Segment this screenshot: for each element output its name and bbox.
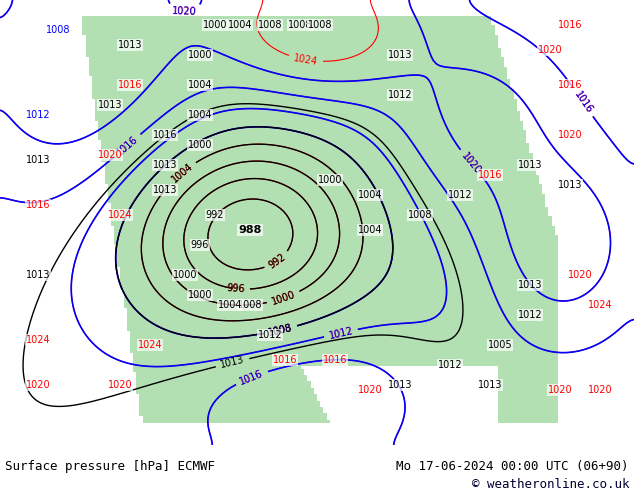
Text: 1013: 1013 xyxy=(518,160,542,170)
Text: 1013: 1013 xyxy=(153,160,178,170)
Text: 1016: 1016 xyxy=(558,80,582,90)
Text: 1012: 1012 xyxy=(26,110,50,120)
Text: 1004: 1004 xyxy=(188,110,212,120)
Text: 1016: 1016 xyxy=(572,89,594,115)
Text: 1008: 1008 xyxy=(288,20,313,30)
Text: 1013: 1013 xyxy=(478,380,502,390)
Text: 1020: 1020 xyxy=(460,150,483,176)
Text: 1005: 1005 xyxy=(488,340,512,350)
Text: 1012: 1012 xyxy=(328,325,354,341)
Text: 1013: 1013 xyxy=(26,270,50,280)
Text: 1000: 1000 xyxy=(188,290,212,300)
Text: 1008: 1008 xyxy=(268,322,294,338)
Text: 1013: 1013 xyxy=(26,155,50,165)
Text: 1024: 1024 xyxy=(293,53,319,67)
Text: 1020: 1020 xyxy=(588,385,612,395)
Text: 1020: 1020 xyxy=(567,270,592,280)
Text: 1020: 1020 xyxy=(98,150,122,160)
Text: 1013: 1013 xyxy=(118,40,142,50)
Text: 1020: 1020 xyxy=(108,380,133,390)
Text: 1008: 1008 xyxy=(307,20,332,30)
Text: 1000: 1000 xyxy=(188,140,212,150)
Text: 1013: 1013 xyxy=(98,100,122,110)
Text: 1000: 1000 xyxy=(318,175,342,185)
Text: 1013: 1013 xyxy=(388,50,412,60)
Text: 1000: 1000 xyxy=(172,270,197,280)
Text: 1013: 1013 xyxy=(518,280,542,290)
Text: 996: 996 xyxy=(191,240,209,250)
Text: 988: 988 xyxy=(238,225,262,235)
Text: 1020: 1020 xyxy=(538,45,562,55)
Text: 1004: 1004 xyxy=(217,300,242,310)
Text: 1013: 1013 xyxy=(388,380,412,390)
Text: 1004: 1004 xyxy=(358,225,382,235)
Text: 1016: 1016 xyxy=(558,20,582,30)
Text: 1016: 1016 xyxy=(478,170,502,180)
Text: 1016: 1016 xyxy=(572,89,594,115)
Text: 992: 992 xyxy=(206,210,224,220)
Text: 1016: 1016 xyxy=(238,368,265,387)
Text: 1000: 1000 xyxy=(188,50,212,60)
Text: 1000: 1000 xyxy=(270,289,297,307)
Text: 1016: 1016 xyxy=(115,134,140,157)
Text: 1008: 1008 xyxy=(238,300,262,310)
Text: 1016: 1016 xyxy=(238,368,265,387)
Text: 1004: 1004 xyxy=(169,161,195,185)
Text: 996: 996 xyxy=(226,283,245,294)
Text: 1012: 1012 xyxy=(257,330,282,340)
Text: 1004: 1004 xyxy=(169,161,195,185)
Text: Surface pressure [hPa] ECMWF: Surface pressure [hPa] ECMWF xyxy=(5,460,215,473)
Text: 1020: 1020 xyxy=(26,380,50,390)
Text: 1012: 1012 xyxy=(437,360,462,370)
Text: 1012: 1012 xyxy=(387,90,412,100)
Text: 1020: 1020 xyxy=(358,385,382,395)
Text: 1024: 1024 xyxy=(26,335,50,345)
Text: 1020: 1020 xyxy=(558,130,582,140)
Text: 1024: 1024 xyxy=(588,300,612,310)
Text: 1020: 1020 xyxy=(172,6,197,17)
Text: 1016: 1016 xyxy=(118,80,142,90)
Text: 1012: 1012 xyxy=(328,325,354,341)
Text: 1016: 1016 xyxy=(273,355,297,365)
Text: Mo 17-06-2024 00:00 UTC (06+90): Mo 17-06-2024 00:00 UTC (06+90) xyxy=(396,460,629,473)
Text: 1020: 1020 xyxy=(172,6,197,17)
Text: 1008: 1008 xyxy=(46,25,70,35)
Text: 1004: 1004 xyxy=(188,80,212,90)
Text: © weatheronline.co.uk: © weatheronline.co.uk xyxy=(472,478,629,490)
Text: 1004: 1004 xyxy=(358,190,382,200)
Text: 1016: 1016 xyxy=(153,130,178,140)
Text: 1020: 1020 xyxy=(548,385,573,395)
Text: 1016: 1016 xyxy=(26,200,50,210)
Text: 1008: 1008 xyxy=(268,322,294,338)
Text: 1000: 1000 xyxy=(203,20,227,30)
Text: 1013: 1013 xyxy=(153,185,178,195)
Text: 1008: 1008 xyxy=(408,210,432,220)
Text: 1004: 1004 xyxy=(228,20,252,30)
Text: 992: 992 xyxy=(267,251,288,270)
Text: 1016: 1016 xyxy=(115,134,140,157)
Text: 1013: 1013 xyxy=(219,355,245,370)
Text: 1008: 1008 xyxy=(258,20,282,30)
Text: 1024: 1024 xyxy=(108,210,133,220)
Text: 1013: 1013 xyxy=(558,180,582,190)
Text: 1012: 1012 xyxy=(518,310,542,320)
Text: 992: 992 xyxy=(267,251,288,270)
Text: 1000: 1000 xyxy=(270,289,297,307)
Text: 1020: 1020 xyxy=(460,150,483,176)
Text: 1008: 1008 xyxy=(268,322,294,338)
Text: 1016: 1016 xyxy=(323,355,347,365)
Text: 996: 996 xyxy=(226,283,245,294)
Text: 1024: 1024 xyxy=(138,340,162,350)
Text: 1012: 1012 xyxy=(448,190,472,200)
